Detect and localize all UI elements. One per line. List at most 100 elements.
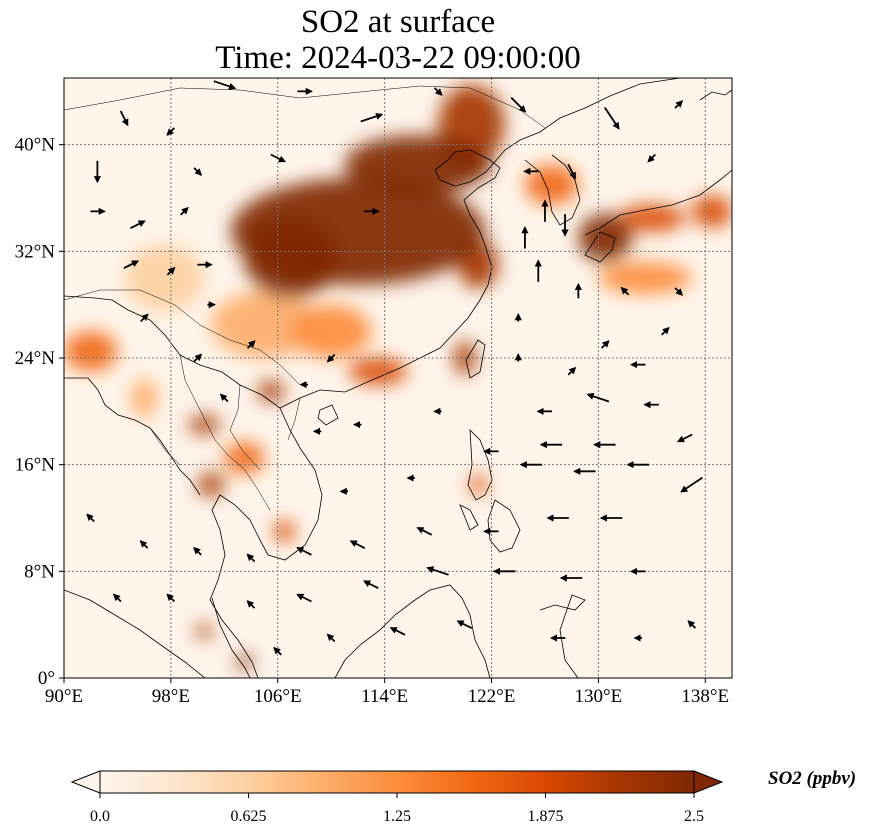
- wind-arrow: [140, 313, 149, 323]
- wind-arrow: [604, 107, 620, 130]
- colorbar-min-extend-triangle: [70, 770, 101, 794]
- wind-arrow: [123, 260, 140, 269]
- wind-arrow: [112, 593, 122, 603]
- lon-tick-label: 90°E: [45, 686, 83, 707]
- wind-arrow: [360, 112, 384, 123]
- lon-tick-label: 114°E: [361, 686, 408, 707]
- coastline-malay-peninsula-east: [211, 597, 251, 678]
- wind-vectors: [86, 80, 703, 656]
- lon-tick-label: 130°E: [575, 686, 623, 707]
- lat-tick-label: 16°N: [15, 455, 56, 476]
- so2-plume: [598, 262, 692, 294]
- wind-arrow: [647, 153, 656, 163]
- coastline-east-asia: [64, 78, 681, 409]
- so2-plume: [691, 195, 732, 228]
- wind-arrow: [166, 127, 176, 136]
- wind-arrow: [193, 167, 203, 176]
- wind-arrow: [219, 393, 229, 403]
- so2-plume: [188, 415, 221, 434]
- so2-plume: [257, 380, 285, 403]
- coastline-sulawesi: [539, 594, 586, 678]
- wind-arrow: [166, 593, 176, 603]
- wind-arrow: [674, 287, 684, 296]
- wind-arrow: [349, 540, 366, 549]
- lat-tick-label: 40°N: [15, 135, 56, 156]
- wind-arrow: [456, 620, 473, 629]
- so2-plume: [196, 623, 213, 640]
- colorbar-tick-label: 1.25: [383, 808, 411, 825]
- so2-concentration-layer: [64, 84, 732, 670]
- so2-plume: [348, 358, 408, 385]
- lat-tick-label: 24°N: [15, 348, 56, 369]
- wind-arrow: [433, 87, 443, 96]
- wind-arrow: [586, 392, 610, 403]
- wind-arrow: [680, 476, 703, 493]
- colorbar-gradient: [100, 771, 694, 793]
- colorbar-title: SO2 (ppbv): [768, 768, 857, 789]
- coastlines: [64, 78, 732, 678]
- wind-arrow: [389, 627, 406, 636]
- so2-plume: [578, 214, 632, 262]
- wind-arrow: [270, 153, 287, 163]
- wind-arrow: [600, 340, 610, 349]
- coastline-taiwan: [465, 339, 486, 379]
- lon-tick-label: 98°E: [152, 686, 190, 707]
- wind-arrow: [326, 633, 336, 643]
- wind-arrow: [139, 540, 149, 549]
- wind-arrow: [326, 353, 336, 363]
- wind-arrow: [166, 266, 176, 276]
- wind-arrow: [86, 513, 95, 523]
- wind-arrow: [362, 580, 379, 589]
- wind-arrow: [180, 206, 189, 216]
- colorbar-max-extend-triangle: [693, 770, 724, 794]
- so2-plume: [524, 164, 579, 205]
- wind-arrow: [510, 97, 527, 113]
- wind-arrow: [273, 646, 282, 656]
- lon-tick-label: 122°E: [468, 686, 516, 707]
- map-gridlines: [64, 78, 732, 678]
- map-frame: [63, 77, 733, 679]
- wind-arrow: [296, 593, 312, 603]
- so2-plume: [618, 204, 686, 232]
- wind-arrow: [676, 433, 693, 443]
- wind-arrow: [193, 546, 202, 556]
- so2-plume: [197, 472, 225, 497]
- wind-arrow: [119, 110, 129, 127]
- so2-plume: [210, 291, 318, 358]
- wind-arrow: [296, 547, 312, 556]
- wind-arrow: [416, 527, 433, 536]
- coastline-borneo: [334, 584, 491, 678]
- so2-plume: [130, 378, 158, 418]
- coastline-sumatra: [64, 589, 206, 678]
- so2-plume: [244, 218, 338, 298]
- wind-arrow: [246, 553, 256, 563]
- so2-plume: [470, 474, 487, 496]
- lat-tick-label: 8°N: [24, 561, 55, 582]
- wind-arrow: [687, 620, 697, 629]
- wind-arrow: [246, 600, 256, 609]
- lat-tick-label: 0°: [38, 668, 55, 689]
- lon-tick-label: 106°E: [254, 686, 302, 707]
- wind-arrow: [567, 366, 577, 376]
- so2-plume: [64, 331, 118, 372]
- colorbar-tick-label: 0.625: [231, 808, 267, 825]
- plot-time-subtitle: Time: 2024-03-22 09:00:00: [215, 40, 581, 76]
- plot-title: SO2 at surface: [300, 4, 496, 40]
- so2-plume: [236, 654, 253, 670]
- so2-plume: [291, 304, 372, 359]
- wind-arrow: [674, 100, 684, 109]
- coastline-indochina: [64, 377, 323, 678]
- coastline-hainan: [317, 404, 339, 426]
- wind-arrow: [130, 220, 146, 229]
- colorbar-tick-label: 0.0: [90, 808, 110, 825]
- so2-plume: [273, 520, 296, 542]
- coastline-philippines: [459, 428, 521, 553]
- border-lines: [64, 85, 546, 511]
- colorbar: 0.0 0.625 1.25 1.875 2.5: [70, 770, 724, 825]
- so2-plume: [224, 442, 265, 474]
- coastline-japan: [584, 89, 732, 263]
- wind-arrow: [193, 353, 203, 363]
- wind-arrow: [567, 163, 576, 180]
- wind-arrow: [426, 566, 449, 576]
